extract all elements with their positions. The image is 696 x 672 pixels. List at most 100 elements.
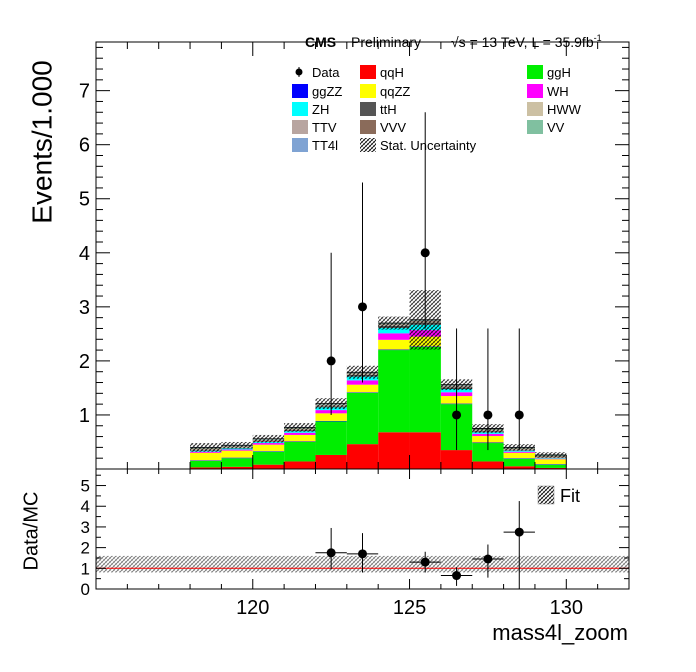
ratio-y-tick-label-3: 3 [81,518,90,537]
bar-zh-bin-1 [221,448,253,450]
data-point-1 [358,302,367,312]
bar-ggzz-bin-5 [346,392,379,393]
ratio-y-tick-label-0: 0 [81,580,90,599]
legend-item-vv: VV [527,120,565,135]
stat-unc-bin-2 [252,434,285,443]
legend-item-hww: HWW [527,102,582,117]
legend-swatch [527,102,543,116]
ratio-y-tick-label-2: 2 [81,539,90,558]
bar-wh-bin-3 [284,432,316,435]
fit-legend-label: Fit [560,486,580,506]
legend-item-tth: ttH [360,102,397,117]
legend-item-vvv: VVV [360,120,406,135]
legend-label: ttH [380,102,397,117]
bar-ggzz-bin-0 [190,460,222,461]
main-x-axis-ticks [95,42,630,469]
ratio-point-5 [514,527,524,537]
bar-wh-bin-2 [252,443,285,445]
legend-label: TT4l [312,138,338,153]
legend-label: Stat. Uncertainty [380,138,477,153]
bar-tth-bin-11 [534,457,567,459]
bar-ggh-bin-5 [346,392,379,445]
bar-ggh-bin-6 [378,350,410,433]
bar-ggzz-bin-4 [315,420,347,422]
bar-ggh-bin-2 [252,451,285,465]
legend-item-stat-uncertainty: Stat. Uncertainty [360,138,477,153]
data-points [326,112,524,451]
y-tick-label-5: 5 [79,189,90,211]
x-tick-label-125: 125 [393,597,426,619]
bar-ggzz-bin-3 [284,441,316,442]
y-axis-title: Events/1.000 [26,60,57,223]
ratio-y-axis-title: Data/MC [20,492,42,571]
main-panel: 1 2 3 4 5 6 7 Events/1.000 [26,41,630,470]
legend-item-wh: WH [527,84,569,99]
ratio-y-tick-label-1: 1 [81,559,90,578]
y-tick-label-1: 1 [79,405,90,427]
ratio-y-tick-label-4: 4 [81,497,90,516]
legend-label: Data [312,65,340,80]
bar-qqh-bin-4 [315,454,347,469]
bar-ggh-bin-0 [190,460,222,468]
legend-item-qqzz: qqZZ [360,84,410,99]
legend-label: ZH [312,102,329,117]
y-tick-label-2: 2 [79,351,90,373]
y-tick-label-6: 6 [79,135,90,157]
bar-qqh-bin-11 [534,467,567,469]
legend-label: HWW [547,102,582,117]
bar-zh-bin-10 [503,450,535,452]
bar-ggzz-bin-10 [503,458,535,459]
bar-qqzz-bin-2 [252,444,285,452]
bar-qqh-bin-9 [472,461,504,469]
legend-swatch [527,84,543,98]
stat-unc-bin-1 [221,441,253,449]
x-axis: 120 125 130 [95,469,630,619]
x-tick-label-130: 130 [550,597,583,619]
legend-swatch [527,65,543,79]
bar-qqh-bin-0 [190,467,222,469]
legend-item-ggh: ggH [527,65,571,80]
legend-label: qqZZ [380,84,410,99]
bar-qqh-bin-6 [378,432,410,469]
bar-ggzz-bin-1 [221,457,253,459]
bar-qqzz-bin-4 [315,413,347,421]
x-axis-title: mass4l_zoom [492,620,628,645]
ratio-points [315,501,535,589]
ratio-point-3 [452,571,462,581]
ratio-panel: 0 12 3 45 120 125 130 Data/MC Fit mass4l_zoom [20,468,630,645]
ratio-y-axis: 0 12 3 45 [81,474,629,599]
bar-qqzz-bin-6 [378,339,410,350]
bar-qqh-bin-2 [252,464,285,469]
bar-qqh-bin-10 [503,466,535,469]
legend-swatch [292,138,308,152]
bar-wh-bin-11 [534,458,567,460]
data-point-3 [452,410,462,420]
y-tick-label-3: 3 [79,297,90,319]
data-point-2 [420,248,430,258]
ratio-point-0 [326,548,336,558]
bar-qqzz-bin-0 [190,452,222,461]
bar-zh-bin-11 [534,458,567,459]
legend-label: TTV [312,120,337,135]
legend-item-zh: ZH [292,102,329,117]
legend-label: ggZZ [312,84,342,99]
bar-ggh-bin-4 [315,421,347,455]
bar-wh-bin-0 [190,451,222,453]
legend-item-ggzz: ggZZ [292,84,342,99]
legend-item-qqh: qqH [360,65,404,80]
bar-ggh-bin-11 [534,464,567,468]
ratio-point-2 [420,557,430,567]
bar-ggzz-bin-6 [378,349,410,351]
legend-swatch [292,120,308,134]
bar-qqh-bin-1 [221,466,253,469]
ratio-frame [95,468,630,590]
bar-zh-bin-6 [378,327,410,334]
legend-label: VVV [380,120,406,135]
y-tick-label-4: 4 [79,243,90,265]
bar-qqzz-bin-11 [534,459,567,465]
bar-ggh-bin-9 [472,443,504,462]
legend-swatch [360,84,376,98]
bar-wh-bin-10 [503,451,535,453]
